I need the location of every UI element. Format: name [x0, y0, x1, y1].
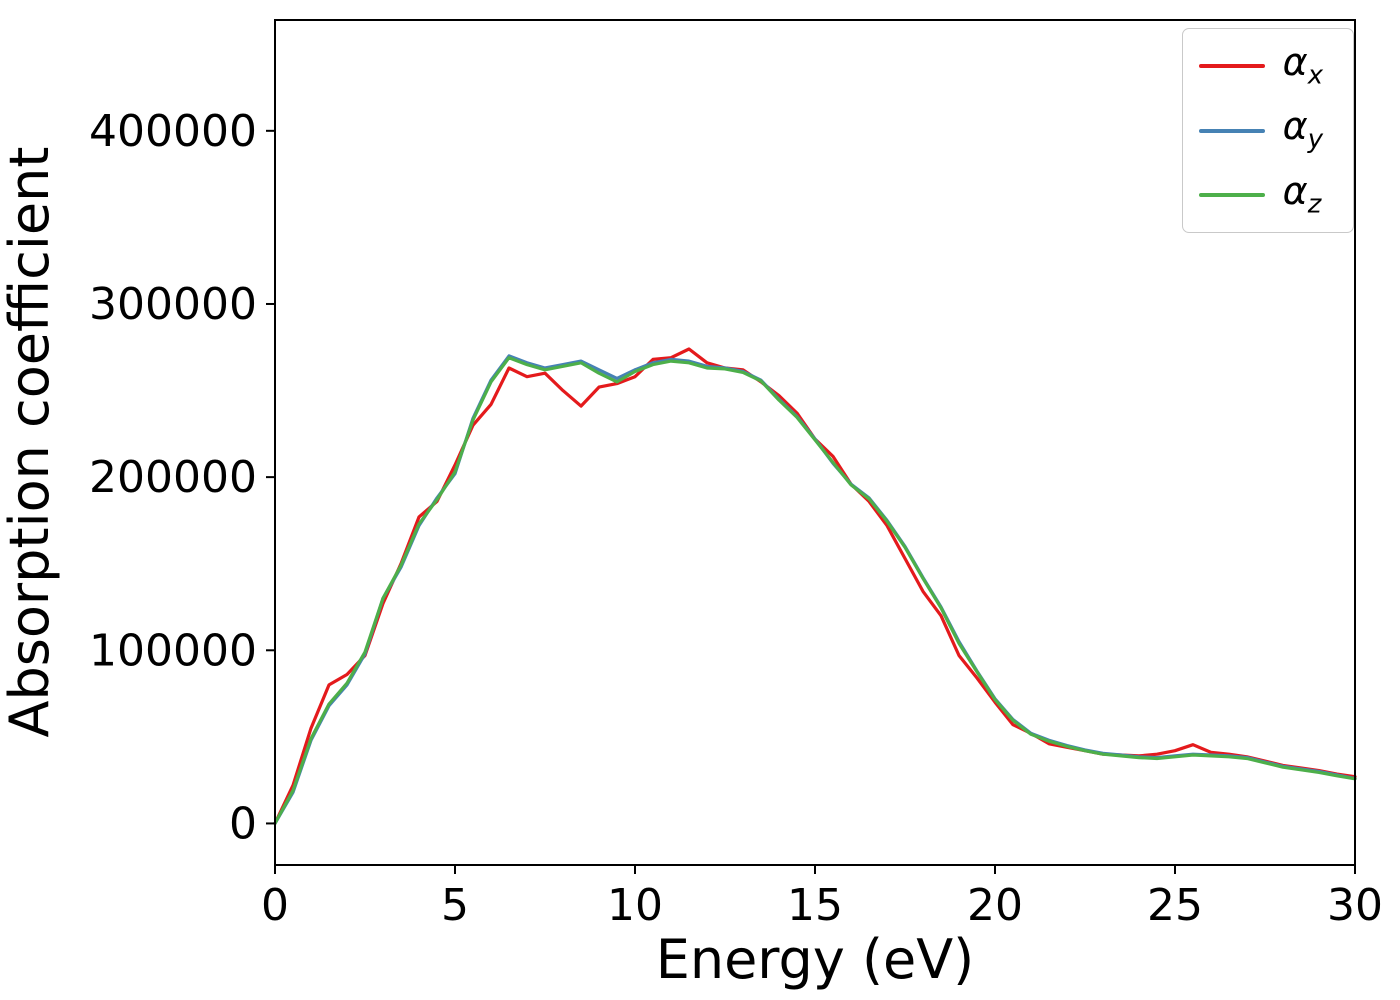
- legend: αx αy αz: [1181, 28, 1354, 234]
- y-tick-label: 300000: [89, 279, 257, 330]
- x-tick-label: 15: [787, 880, 843, 931]
- legend-line-sample: [1198, 128, 1265, 133]
- series-line-alpha_y: [273, 354, 1357, 826]
- legend-line-sample: [1198, 64, 1265, 69]
- x-tick-label: 25: [1147, 880, 1203, 931]
- y-tick-label: 0: [229, 798, 257, 849]
- x-tick-label: 30: [1327, 880, 1383, 931]
- series-line-alpha_x: [273, 347, 1357, 826]
- legend-label: αy: [1282, 104, 1323, 156]
- x-tick-label: 10: [607, 880, 663, 931]
- legend-item-alpha_x: αx: [1198, 40, 1323, 91]
- series-line-alpha_z: [273, 356, 1357, 826]
- series-group: [273, 347, 1357, 826]
- legend-label: αz: [1282, 168, 1322, 220]
- x-tick-label: 5: [441, 880, 469, 931]
- y-tick-label: 400000: [89, 106, 257, 157]
- legend-item-alpha_y: αy: [1198, 104, 1323, 156]
- axis-ticks: 0 5 10 15 20 25 30 0 100000 200000 300000 400000: [89, 106, 1383, 931]
- legend-label: αx: [1282, 40, 1323, 91]
- x-axis-label: Energy (eV): [656, 928, 975, 991]
- y-tick-label: 100000: [89, 625, 257, 676]
- legend-line-sample: [1198, 193, 1265, 198]
- y-axis-label: Absorption coefficient: [0, 147, 61, 738]
- x-tick-label: 20: [967, 880, 1023, 931]
- x-tick-label: 0: [261, 880, 289, 931]
- legend-item-alpha_z: αz: [1198, 168, 1323, 220]
- y-tick-label: 200000: [89, 452, 257, 503]
